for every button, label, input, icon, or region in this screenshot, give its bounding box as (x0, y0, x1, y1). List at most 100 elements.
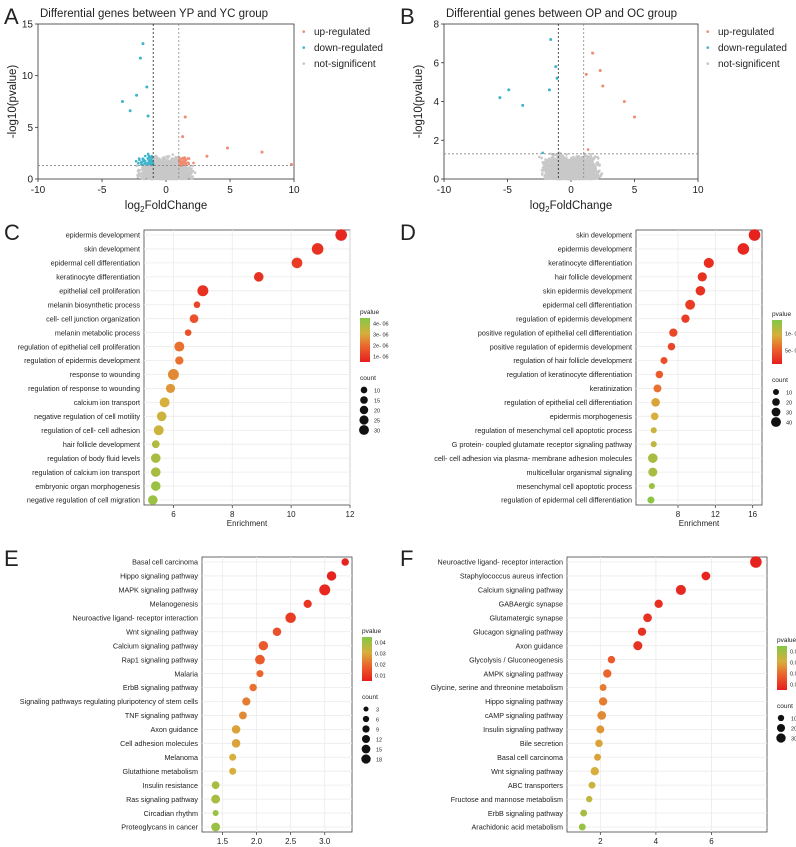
y-axis-label: -log10(pvalue) (413, 65, 425, 139)
legend-swatch: • (302, 59, 306, 70)
data-point-up (260, 150, 264, 154)
data-point (138, 169, 142, 172)
x-tick-label: 0 (568, 185, 574, 196)
data-point (137, 157, 141, 160)
x-tick-label: -5 (503, 185, 512, 196)
data-point-down (120, 100, 124, 103)
y-tick-label: 6 (433, 58, 439, 69)
data-point (174, 157, 177, 160)
data-point (143, 169, 146, 172)
data-point (156, 162, 160, 166)
data-point (142, 177, 146, 181)
y-axis-label: -log10(pvalue) (7, 65, 19, 139)
data-point (163, 168, 167, 171)
data-point (184, 175, 187, 179)
x-tick-label: 5 (632, 185, 638, 196)
x-tick-label: -5 (98, 185, 107, 196)
data-point (154, 154, 158, 158)
y-tick-label: 0 (433, 175, 439, 186)
x-tick-label: -10 (437, 185, 452, 196)
x-axis-label: log2FoldChange (125, 200, 207, 214)
legend-swatch: • (302, 43, 306, 54)
data-point (175, 177, 178, 181)
data-point-down (146, 114, 150, 118)
chart-title: Differential genes between YP and YC gro… (40, 8, 268, 20)
data-point (171, 153, 175, 156)
x-tick-label: 10 (692, 185, 704, 196)
panel-label: B (400, 4, 415, 29)
data-point (134, 159, 138, 163)
data-point (164, 175, 167, 179)
data-point (148, 174, 151, 178)
x-tick-label: 0 (163, 185, 169, 196)
data-point (193, 171, 197, 174)
data-point (540, 156, 543, 160)
x-tick-label: -10 (31, 185, 46, 196)
data-point (156, 168, 160, 172)
data-point (190, 177, 194, 180)
data-point-down (145, 85, 149, 89)
data-point (188, 170, 192, 174)
data-point (143, 159, 147, 163)
data-point (158, 172, 162, 176)
data-point (149, 166, 153, 169)
data-point (159, 166, 163, 169)
data-point (139, 172, 142, 176)
data-point (189, 172, 193, 176)
data-point (184, 158, 188, 162)
data-point-up (205, 154, 209, 158)
data-point (139, 174, 142, 178)
data-point (168, 161, 172, 164)
plot-frame (37, 23, 295, 180)
data-point-up (181, 135, 185, 139)
data-point (589, 153, 593, 156)
data-point (137, 161, 140, 165)
data-point (166, 167, 170, 171)
data-point (143, 154, 147, 158)
data-point (538, 155, 541, 159)
data-point (155, 158, 159, 162)
data-point (184, 166, 187, 170)
data-point (136, 173, 139, 177)
data-point (183, 161, 187, 165)
legend-swatch: • (302, 27, 306, 38)
data-point-down (138, 56, 142, 60)
y-tick-label: 8 (433, 20, 439, 31)
y-tick-label: 0 (27, 175, 33, 186)
data-point-up (183, 115, 187, 119)
data-point-down (141, 42, 145, 46)
y-tick-label: 4 (433, 97, 439, 108)
y-tick-label: 2 (433, 136, 439, 147)
data-point (170, 171, 174, 175)
data-point (187, 157, 191, 160)
data-point (144, 175, 148, 178)
y-tick-label: 10 (22, 71, 34, 82)
data-point (172, 175, 175, 178)
data-point (167, 176, 170, 180)
x-tick-label: 10 (288, 185, 300, 196)
data-point (145, 171, 149, 174)
data-point (162, 159, 165, 163)
data-point (153, 173, 157, 176)
data-point (150, 154, 153, 158)
legend-label: down-regulated (314, 43, 383, 54)
y-tick-label: 15 (22, 20, 34, 31)
data-point (182, 170, 185, 174)
data-point (147, 160, 151, 163)
data-point (185, 170, 188, 173)
chart-title: Differential genes between OP and OC gro… (446, 8, 677, 20)
volcano-panel-B: B Differential genes between OP and OC gr… (400, 4, 787, 214)
data-point (167, 155, 171, 158)
data-point (173, 168, 177, 171)
data-point (158, 175, 162, 178)
data-point (166, 157, 169, 160)
x-axis-label: log2FoldChange (530, 200, 612, 214)
data-point (163, 172, 166, 175)
plot-frame (443, 23, 699, 180)
data-point (150, 160, 153, 163)
data-point (192, 161, 195, 165)
data-point (600, 173, 603, 176)
data-point (144, 162, 148, 166)
data-point (139, 161, 143, 164)
